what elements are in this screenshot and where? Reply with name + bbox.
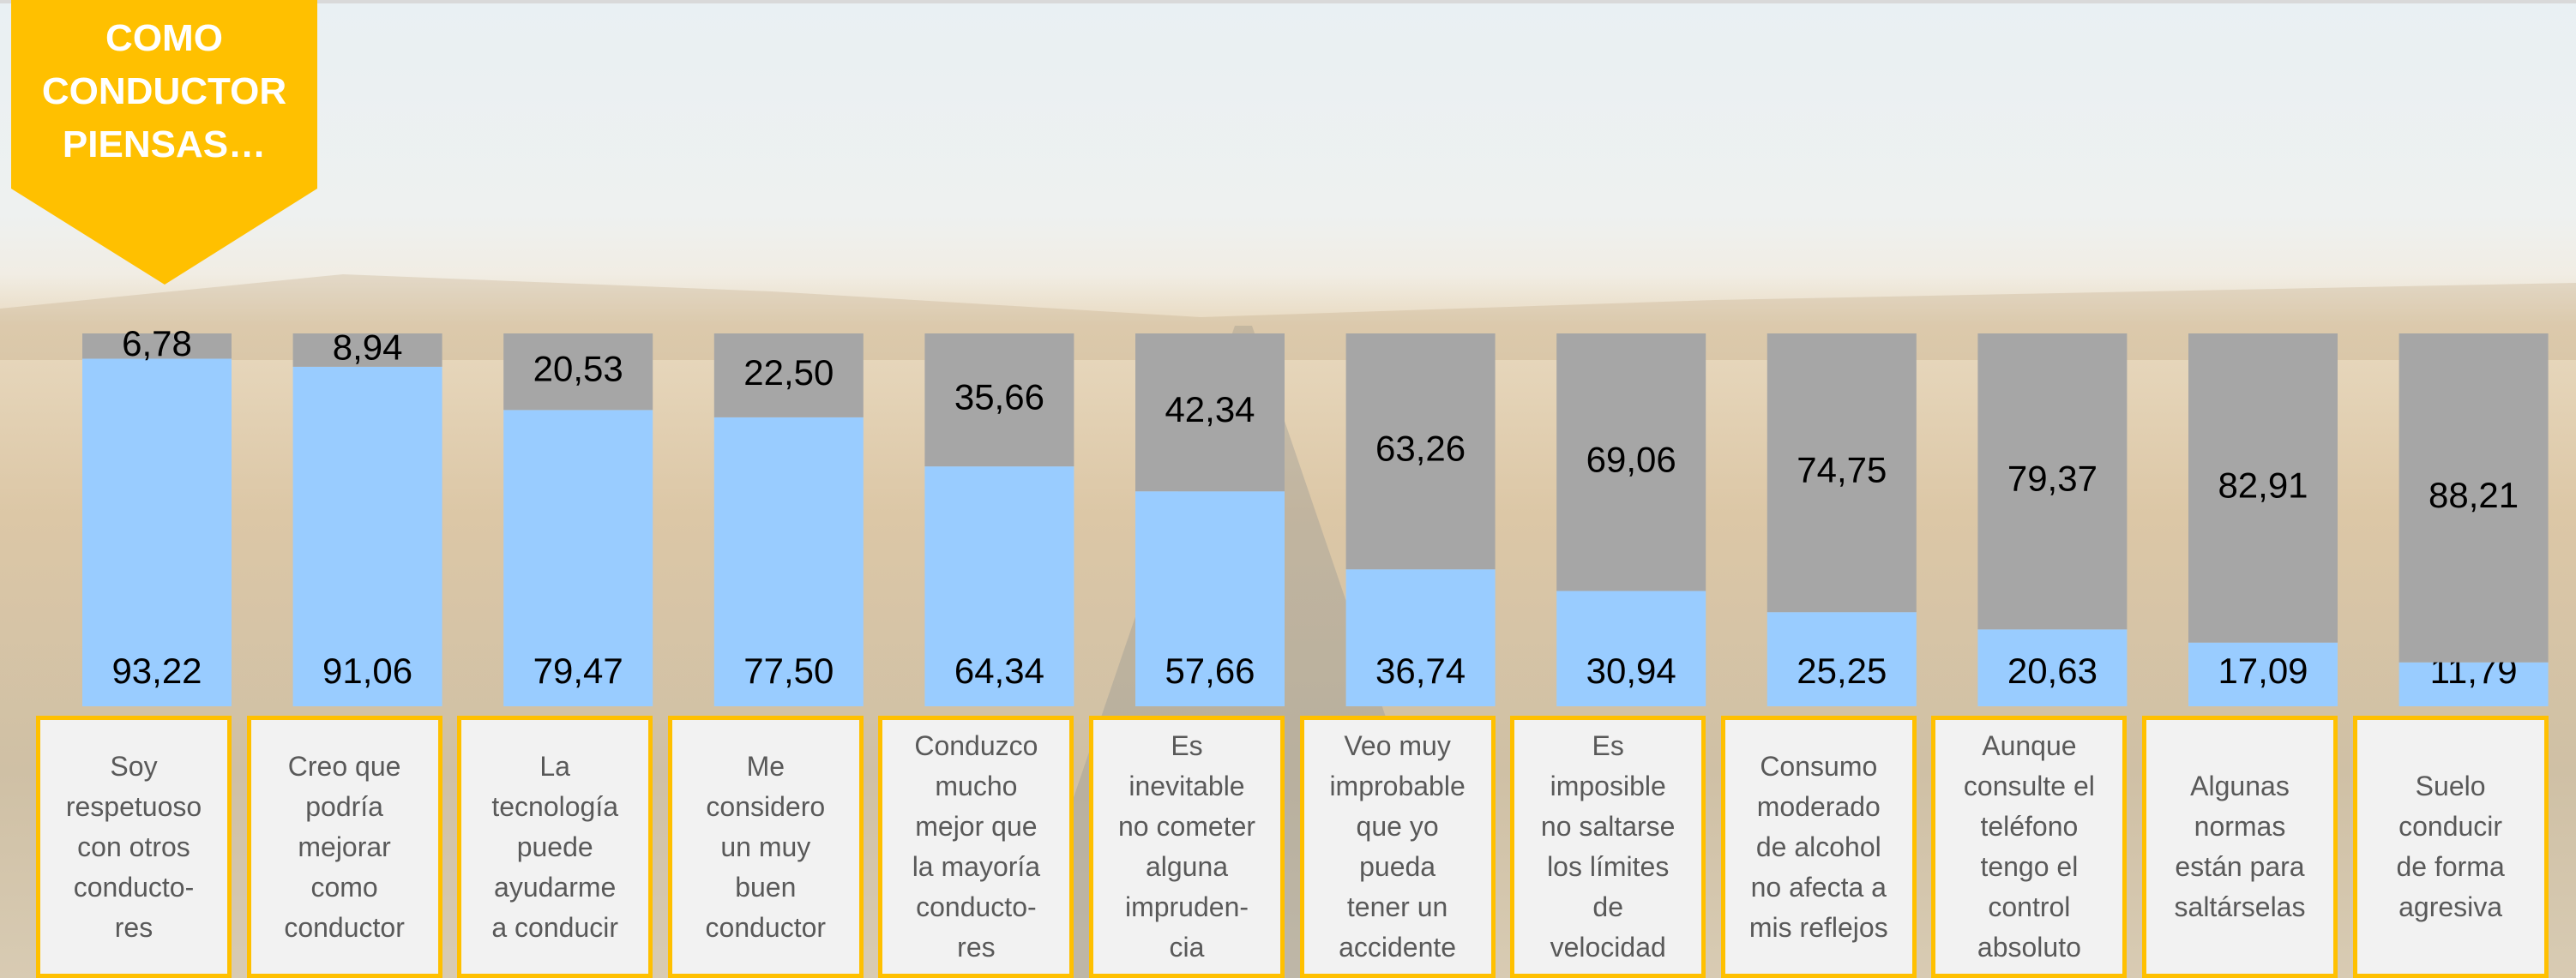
bar-segment bbox=[292, 366, 442, 706]
value-label: 64,34 bbox=[954, 651, 1044, 691]
category-label: Soy respetuoso con otros conducto- res bbox=[36, 716, 232, 978]
bar-segment bbox=[1135, 491, 1285, 706]
bar-segment bbox=[1135, 333, 1285, 492]
value-label: 20,53 bbox=[533, 349, 623, 389]
value-label: 36,74 bbox=[1375, 651, 1466, 691]
bar-segment bbox=[503, 410, 653, 706]
value-label: 74,75 bbox=[1797, 450, 1887, 490]
value-label: 42,34 bbox=[1165, 389, 1255, 429]
category-label: Es inevitable no cometer alguna impruden… bbox=[1089, 716, 1285, 978]
bar-segment bbox=[2398, 333, 2549, 663]
category-label: Veo muy improbable que yo pueda tener un… bbox=[1299, 716, 1496, 978]
bar-segment bbox=[713, 333, 864, 417]
bar-segment bbox=[924, 466, 1074, 706]
value-label: 20,63 bbox=[2007, 651, 2098, 691]
category-label: Aunque consulte el teléfono tengo el con… bbox=[1931, 716, 2128, 978]
category-label: Es imposible no saltarse los límites de … bbox=[1510, 716, 1706, 978]
value-label: 57,66 bbox=[1165, 651, 1255, 691]
bar-segment bbox=[2188, 642, 2338, 706]
value-label: 25,25 bbox=[1797, 651, 1887, 691]
value-label: 79,37 bbox=[2007, 459, 2098, 499]
value-label: 8,94 bbox=[333, 327, 403, 368]
bar-segment bbox=[924, 333, 1074, 467]
bar-segment bbox=[2188, 333, 2338, 643]
bar-segment bbox=[1766, 612, 1917, 706]
category-label: Me considero un muy buen conductor bbox=[667, 716, 864, 978]
bar-segment bbox=[1345, 333, 1496, 570]
value-label: 6,78 bbox=[122, 323, 192, 363]
bar-segment bbox=[1556, 333, 1706, 591]
value-label: 69,06 bbox=[1586, 439, 1676, 479]
bar-segment bbox=[1766, 333, 1917, 613]
bar-segment bbox=[1977, 333, 2128, 630]
value-label: 88,21 bbox=[2429, 475, 2519, 515]
value-label: 77,50 bbox=[743, 651, 834, 691]
bar-segment bbox=[1556, 591, 1706, 706]
bar-segment bbox=[503, 333, 653, 411]
category-label: La tecnología puede ayudarme a conducir bbox=[457, 716, 653, 978]
value-label: 17,09 bbox=[2218, 651, 2308, 691]
bar-segment bbox=[82, 333, 232, 359]
bar-segment bbox=[82, 358, 232, 706]
value-label: 93,22 bbox=[111, 651, 202, 691]
category-label: Algunas normas están para saltárselas bbox=[2142, 716, 2338, 978]
value-label: 79,47 bbox=[533, 651, 623, 691]
value-label: 91,06 bbox=[322, 651, 412, 691]
title-banner bbox=[11, 0, 317, 285]
value-label: 35,66 bbox=[954, 377, 1044, 417]
category-label: Suelo conducir de forma agresiva bbox=[2352, 716, 2549, 978]
value-label: 63,26 bbox=[1375, 429, 1466, 469]
value-label: 22,50 bbox=[743, 352, 834, 393]
category-label: Conduzco mucho mejor que la mayoría cond… bbox=[878, 716, 1074, 978]
value-label: 82,91 bbox=[2218, 465, 2308, 505]
category-label: Creo que podría mejorar como conductor bbox=[246, 716, 442, 978]
bar-segment bbox=[713, 417, 864, 706]
bar-segment bbox=[1345, 569, 1496, 706]
category-label: Consumo moderado de alcohol no afecta a … bbox=[1720, 716, 1917, 978]
bar-segment bbox=[292, 333, 442, 367]
chart-title: COMO CONDUCTOR PIENSAS… bbox=[41, 17, 287, 165]
value-label: 30,94 bbox=[1586, 651, 1676, 691]
bar-segment bbox=[2398, 662, 2549, 706]
bar-segment bbox=[1977, 629, 2128, 706]
